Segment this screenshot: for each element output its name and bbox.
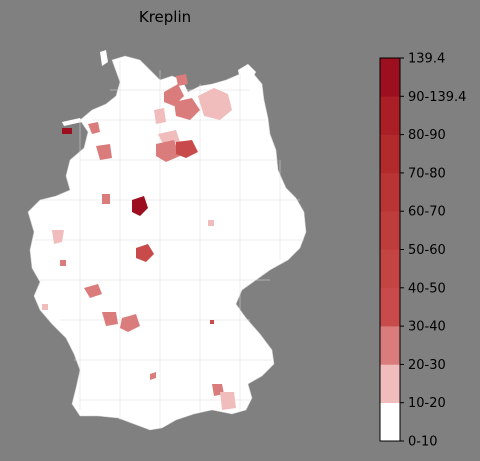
district-schleswig-holstein [164, 84, 184, 106]
colorbar-bin [380, 326, 400, 365]
colorbar-bins [380, 58, 400, 442]
district-rostock [176, 74, 188, 86]
island-north-frisian [100, 50, 108, 66]
island-east-frisian [62, 118, 82, 126]
district-magdeburg [156, 140, 180, 162]
district-hoexter [132, 196, 148, 216]
colorbar-bin [380, 364, 400, 403]
colorbar-tick-label: 70-80 [408, 166, 446, 181]
colorbar-tick-label: 0-10 [408, 435, 438, 450]
district-muenster [102, 194, 110, 204]
district-leer [62, 128, 72, 134]
colorbar-tick-label: 30-40 [408, 320, 446, 335]
colorbar-tick-label: 90-139.4 [408, 90, 466, 105]
district-heilbronn [102, 312, 118, 326]
colorbar-ticks: 0-10 10-20 20-30 30-40 40-50 50-60 60-70 70-80 8… [400, 52, 466, 450]
germany-outline [27, 55, 307, 431]
island-ruegen [238, 64, 256, 82]
colorbar-bin [380, 211, 400, 250]
colorbar-bin [380, 172, 400, 212]
district-dresden [208, 220, 214, 226]
district-trier [42, 304, 48, 310]
colorbar-tick-label: 60-70 [408, 205, 446, 220]
map-title: Kreplin [138, 8, 192, 26]
district-luebeck [154, 108, 166, 124]
colorbar-bin [380, 249, 400, 289]
highlighted-districts [42, 74, 236, 410]
colorbar-tick-label: 80-90 [408, 128, 446, 143]
colorbar-bin [380, 402, 400, 442]
district-wuerzburg [120, 314, 140, 332]
district-regensburg [210, 320, 214, 324]
district-berchtesgaden [220, 392, 236, 410]
colorbar-bin [380, 58, 400, 97]
district-emden [88, 122, 100, 134]
district-ulm [150, 372, 156, 380]
colorbar-bin [380, 96, 400, 135]
district-aachen [52, 230, 64, 244]
district-koblenz [60, 260, 66, 266]
colorbar-tick-label: 40-50 [408, 281, 446, 296]
district-erfurt [136, 244, 154, 262]
colorbar-tick-label: 50-60 [408, 243, 446, 258]
colorbar-bin [380, 134, 400, 174]
district-schwerin [174, 98, 200, 120]
colorbar: 0-10 10-20 20-30 30-40 40-50 50-60 60-70 70-80 8… [379, 52, 466, 450]
district-oldenburg [96, 144, 112, 160]
colorbar-bin [380, 287, 400, 327]
colorbar-max-label: 139.4 [408, 52, 445, 67]
colorbar-tick-label: 10-20 [408, 396, 446, 411]
district-frankfurt [84, 284, 102, 298]
district-north-east [198, 88, 232, 120]
colorbar-tick-label: 20-30 [408, 358, 446, 373]
district-brandenburg [176, 140, 198, 158]
